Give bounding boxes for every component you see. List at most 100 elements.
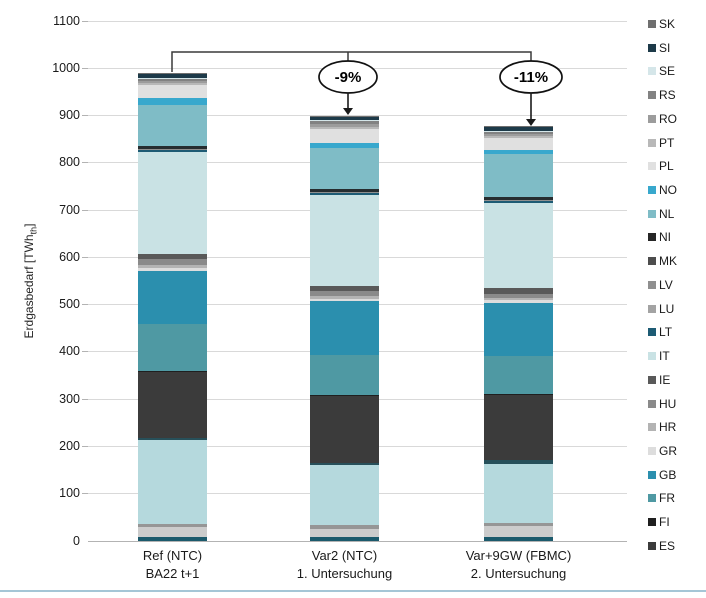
legend-item-IT: IT	[648, 349, 670, 364]
bar-segment-IT	[138, 152, 207, 254]
y-axis-tick-label: 800	[59, 155, 80, 170]
bar-segment-NL	[484, 154, 553, 197]
x-axis-label-line2: 1. Untersuchung	[296, 565, 393, 581]
legend-swatch	[648, 67, 656, 76]
legend-item-FI: FI	[648, 515, 670, 530]
legend-label: HR	[659, 420, 677, 435]
legend-swatch	[648, 375, 656, 384]
legend-swatch	[648, 186, 656, 195]
legend-item-IE: IE	[648, 372, 671, 387]
legend-item-NI: NI	[648, 230, 671, 244]
bar-segment-NO	[310, 143, 379, 148]
bar-segment-other-1	[138, 536, 207, 541]
y-axis-tick-label: 400	[59, 344, 80, 359]
bar-var2-ntc	[310, 115, 379, 541]
bar-segment-PT	[484, 136, 553, 138]
bar-segment-PL	[138, 84, 207, 98]
legend-label: MK	[659, 254, 677, 269]
legend-label: PT	[659, 135, 675, 150]
legend-swatch	[648, 280, 656, 289]
legend-swatch	[648, 541, 656, 550]
bar-segment-GB	[310, 300, 379, 355]
legend-label: ES	[659, 538, 676, 553]
legend-label: NO	[659, 183, 677, 198]
legend-label: IT	[659, 349, 670, 364]
legend-label: FI	[659, 515, 670, 530]
legend-item-ES: ES	[648, 538, 676, 553]
legend-label: HU	[659, 396, 677, 411]
axis-tick	[82, 398, 88, 400]
bar-segment-FR	[484, 355, 553, 395]
legend-item-NO: NO	[648, 183, 677, 198]
bar-segment-SK	[138, 73, 207, 75]
bar-segment-other-2	[138, 526, 207, 537]
y-axis-title: Erdgasbedarf [TWhth]	[22, 21, 38, 541]
legend-label: NL	[659, 206, 675, 221]
legend-item-GR: GR	[648, 443, 677, 458]
legend-item-PL: PL	[648, 159, 674, 174]
bar-segment-other-1	[310, 536, 379, 541]
legend-swatch	[648, 91, 656, 100]
legend-swatch	[648, 209, 656, 218]
legend-swatch	[648, 43, 656, 52]
axis-tick	[82, 67, 88, 69]
x-axis-label-line1: Var+9GW (FBMC)	[465, 548, 572, 563]
bottom-divider-rule	[0, 590, 706, 592]
legend-item-PT: PT	[648, 135, 675, 150]
bar-segment-RS	[310, 121, 379, 124]
y-axis-tick-label: 500	[59, 297, 80, 312]
gridline	[88, 67, 627, 69]
bar-segment-other-3	[310, 525, 379, 530]
bar-segment-NO	[484, 149, 553, 155]
bar-segment-IT	[484, 203, 553, 289]
axis-tick	[82, 209, 88, 211]
legend-label: IE	[659, 372, 671, 387]
bar-segment-SI	[310, 116, 379, 121]
legend-label: SI	[659, 40, 671, 55]
legend-label: GR	[659, 443, 677, 458]
legend-label: PL	[659, 159, 674, 174]
legend-swatch	[648, 20, 656, 28]
bar-segment-IE	[484, 288, 553, 294]
legend-item-FR: FR	[648, 491, 675, 505]
axis-tick	[82, 493, 88, 495]
bar-segment-SI	[484, 127, 553, 131]
bar-segment-SE	[310, 120, 379, 122]
axis-tick	[82, 351, 88, 353]
bar-segment-HU	[138, 259, 207, 266]
y-axis-tick-label: 200	[59, 438, 80, 453]
bar-segment-HR	[138, 265, 207, 268]
legend-swatch	[648, 352, 656, 361]
chart-legend: SK SI SE RS RO PT PL NO NL NI MK LV LU LT IT IE HU HR GR GB…	[648, 0, 706, 598]
x-axis-label-line2: BA22 t+1	[145, 565, 200, 581]
x-axis-label-line2: 2. Untersuchung	[470, 565, 567, 581]
bar-segment-other-2	[484, 526, 553, 537]
legend-swatch	[648, 233, 656, 242]
bar-segment-LT	[310, 193, 379, 196]
legend-swatch	[648, 328, 656, 337]
bar-segment-IT	[310, 195, 379, 286]
y-axis-tick-label: 0	[73, 533, 80, 548]
legend-swatch	[648, 162, 656, 171]
bar-segment-HR	[484, 298, 553, 301]
legend-item-SI: SI	[648, 40, 671, 55]
legend-item-HR: HR	[648, 420, 677, 435]
x-axis-label-line1: Var2 (NTC)	[311, 548, 378, 563]
bar-segment-GR	[138, 267, 207, 271]
legend-swatch	[648, 399, 656, 408]
axis-tick	[82, 162, 88, 164]
legend-item-SE: SE	[648, 64, 675, 78]
bar-segment-LT	[138, 150, 207, 153]
bar-segment-GR	[310, 298, 379, 301]
y-axis-tick-label: 600	[59, 249, 80, 264]
x-axis-label-var2-ntc: Var2 (NTC) 1. Untersuchung	[260, 547, 430, 582]
legend-swatch	[648, 114, 656, 123]
bar-segment-SE	[484, 130, 553, 132]
x-axis-label-var9gw-fbmc: Var+9GW (FBMC) 2. Untersuchung	[434, 547, 604, 582]
legend-swatch	[648, 304, 656, 313]
legend-swatch	[648, 446, 656, 455]
bar-segment-RS	[484, 131, 553, 134]
y-axis-tick-label: 1100	[53, 13, 80, 28]
legend-swatch	[648, 494, 656, 503]
bar-segment-other-4	[138, 440, 207, 524]
